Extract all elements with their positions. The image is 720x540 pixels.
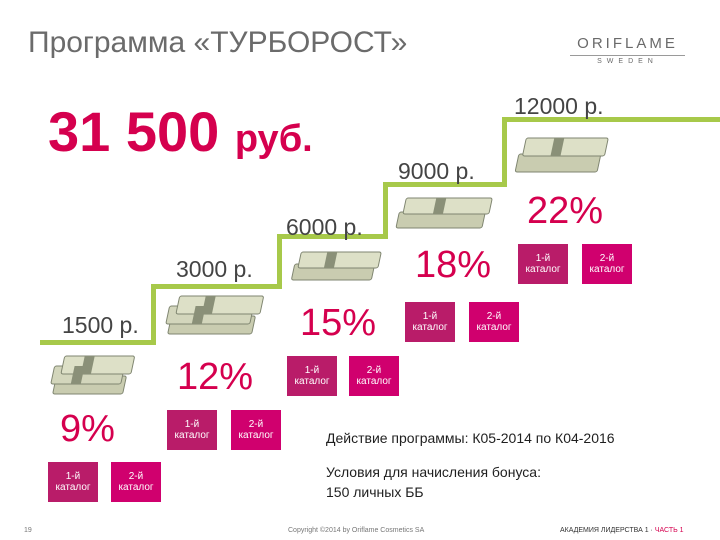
logo-divider [570, 55, 685, 56]
step-4-catalog-1-badge: 1-й каталог [405, 302, 455, 342]
stair-step-5-tread [502, 117, 720, 122]
footer-academy-label: АКАДЕМИЯ ЛИДЕРСТВА 1 · [560, 527, 653, 534]
stair-step-3-tread [277, 234, 387, 239]
stair-step-4-tread [383, 182, 507, 187]
step-5-catalog-2-badge: 2-й каталог [582, 244, 632, 284]
step-4-percent: 18% [415, 244, 492, 286]
stair-step-1-riser [151, 284, 156, 345]
step-2-catalog-1-badge: 1-й каталог [167, 410, 217, 450]
step-5-percent: 22% [527, 190, 604, 232]
step-5-amount: 12000 р. [514, 93, 604, 119]
money-stack-icon [395, 197, 493, 229]
step-3-percent: 15% [300, 302, 377, 344]
step-3-amount: 6000 р. [286, 214, 363, 240]
money-stack-icon [514, 137, 609, 173]
step-2-catalog-2-badge: 2-й каталог [231, 410, 281, 450]
step-1-percent: 9% [60, 408, 115, 450]
page-title: Программа «ТУРБОРОСТ» [28, 26, 408, 59]
oriflame-logo: ORIFLAME SWEDEN [570, 35, 685, 65]
step-4-catalog-2-badge: 2-й каталог [469, 302, 519, 342]
step-5-catalog-1-badge: 1-й каталог [518, 244, 568, 284]
step-3-catalog-2-badge: 2-й каталог [349, 356, 399, 396]
stair-step-4-riser [502, 117, 507, 187]
footer-academy: АКАДЕМИЯ ЛИДЕРСТВА 1 · ЧАСТЬ 1 [560, 527, 684, 534]
step-2-percent: 12% [177, 356, 254, 398]
bonus-conditions: Условия для начисления бонуса: 150 личны… [326, 462, 541, 503]
stair-step-2-riser [277, 234, 282, 289]
logo-sub-text: SWEDEN [597, 58, 658, 65]
total-bonus-sum: 31 500 руб. [48, 104, 313, 160]
stair-step-1-tread [40, 340, 155, 345]
step-4-amount: 9000 р. [398, 158, 475, 184]
page-number: 19 [24, 527, 32, 534]
step-1-catalog-1-badge: 1-й каталог [48, 462, 98, 502]
logo-main-text: ORIFLAME [577, 35, 678, 52]
footer-part-label: ЧАСТЬ 1 [654, 527, 684, 534]
step-1-catalog-2-badge: 2-й каталог [111, 462, 161, 502]
program-period: Действие программы: К05-2014 по К04-2016 [326, 430, 615, 446]
stair-step-2-tread [151, 284, 282, 289]
step-3-catalog-1-badge: 1-й каталог [287, 356, 337, 396]
step-2-amount: 3000 р. [176, 256, 253, 282]
stair-step-3-riser [383, 182, 388, 239]
step-1-amount: 1500 р. [62, 312, 139, 338]
money-stack-icon [50, 355, 135, 395]
copyright-text: Copyright ©2014 by Oriflame Cosmetics SA [288, 527, 425, 534]
total-bonus-value: 31 500 [48, 100, 220, 163]
money-stack-icon [291, 251, 382, 281]
bonus-conditions-line-2: 150 личных ББ [326, 484, 424, 501]
bonus-conditions-line-1: Условия для начисления бонуса: [326, 464, 541, 480]
total-bonus-currency: руб. [234, 118, 313, 160]
money-stack-icon [165, 295, 264, 335]
